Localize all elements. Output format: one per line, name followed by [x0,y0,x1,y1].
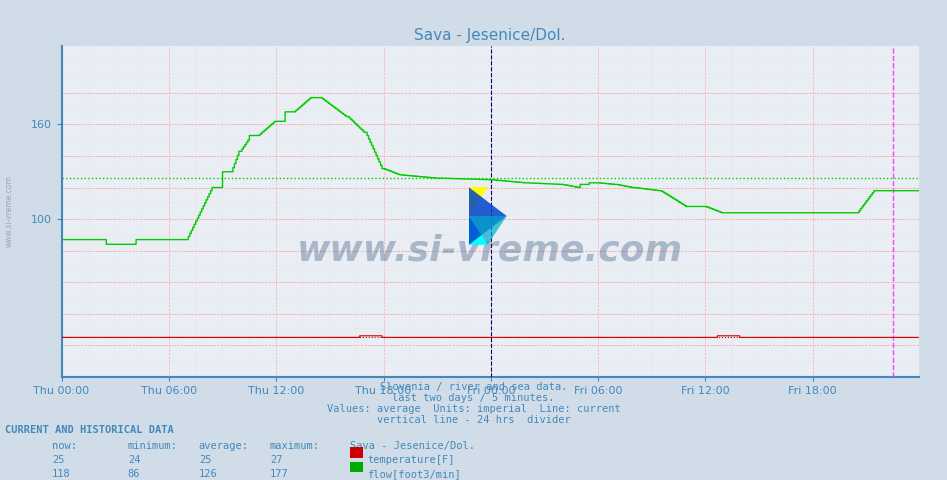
Text: average:: average: [199,441,249,451]
Text: www.si-vreme.com: www.si-vreme.com [297,234,683,268]
Text: 25: 25 [199,455,211,465]
Text: Sava - Jesenice/Dol.: Sava - Jesenice/Dol. [350,441,475,451]
Text: vertical line - 24 hrs  divider: vertical line - 24 hrs divider [377,415,570,425]
Text: last two days / 5 minutes.: last two days / 5 minutes. [392,393,555,403]
Text: flow[foot3/min]: flow[foot3/min] [367,469,461,480]
Text: now:: now: [52,441,77,451]
Text: maximum:: maximum: [270,441,320,451]
Polygon shape [469,216,488,245]
Text: 126: 126 [199,469,218,480]
Text: Values: average  Units: imperial  Line: current: Values: average Units: imperial Line: cu… [327,404,620,414]
Polygon shape [469,187,488,216]
Text: CURRENT AND HISTORICAL DATA: CURRENT AND HISTORICAL DATA [5,425,173,435]
Text: 86: 86 [128,469,140,480]
Polygon shape [469,216,507,245]
Text: 118: 118 [52,469,71,480]
Polygon shape [469,187,507,245]
Text: www.si-vreme.com: www.si-vreme.com [5,175,14,247]
Text: 25: 25 [52,455,64,465]
Title: Sava - Jesenice/Dol.: Sava - Jesenice/Dol. [415,28,565,43]
Text: minimum:: minimum: [128,441,178,451]
Text: Slovenia / river and sea data.: Slovenia / river and sea data. [380,382,567,392]
Text: 177: 177 [270,469,289,480]
Text: 27: 27 [270,455,282,465]
Text: temperature[F]: temperature[F] [367,455,455,465]
Text: 24: 24 [128,455,140,465]
